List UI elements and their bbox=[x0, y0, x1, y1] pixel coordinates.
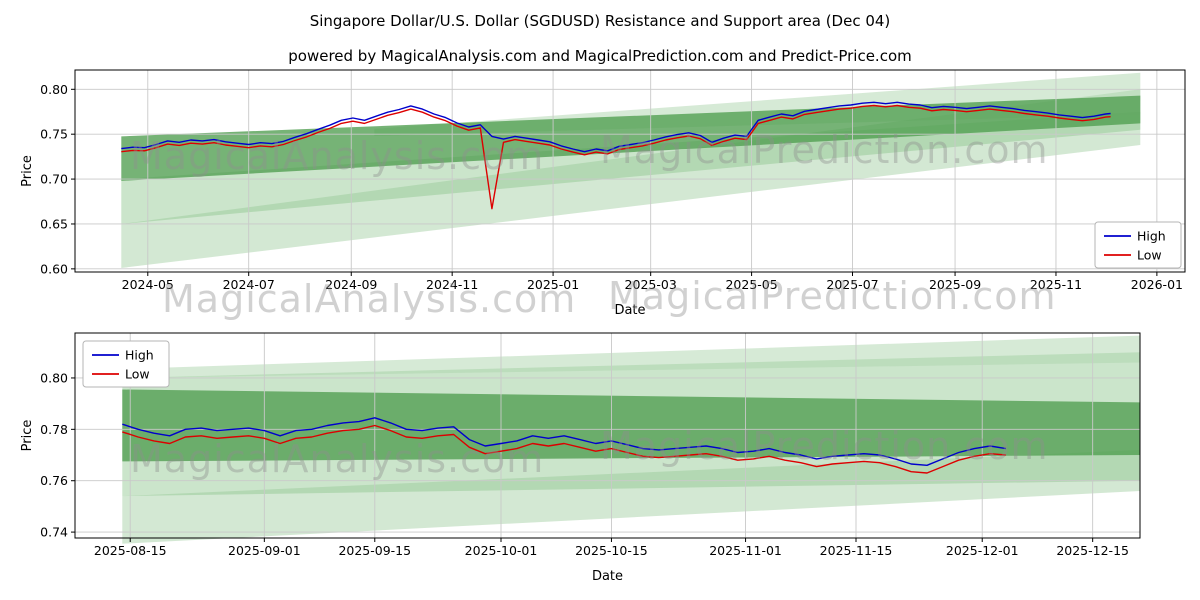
x-tick-label: 2025-12-15 bbox=[1056, 543, 1129, 558]
x-tick-label: 2025-11 bbox=[1030, 277, 1082, 292]
y-tick-label: 0.78 bbox=[40, 422, 68, 437]
legend: High Low bbox=[1094, 221, 1182, 269]
x-tick-label: 2025-09 bbox=[929, 277, 981, 292]
x-tick-label: 2025-07 bbox=[826, 277, 878, 292]
support-resistance-band bbox=[121, 95, 1141, 181]
x-tick-label: 2025-08-15 bbox=[94, 543, 167, 558]
x-tick-label: 2025-03 bbox=[625, 277, 677, 292]
y-axis-label: Price bbox=[20, 420, 35, 452]
y-tick-label: 0.65 bbox=[40, 216, 68, 231]
x-tick-label: 2024-05 bbox=[122, 277, 174, 292]
chart-top: 2024-05 2024-07 2024-09 2024-11 2025-01 2025-… bbox=[20, 69, 1186, 318]
x-tick-label: 2025-12-01 bbox=[946, 543, 1019, 558]
x-tick-label: 2025-05 bbox=[725, 277, 777, 292]
x-tick-label: 2025-10-01 bbox=[465, 543, 538, 558]
legend-label: Low bbox=[1137, 248, 1162, 263]
legend-label: High bbox=[1137, 229, 1166, 244]
legend: High Low bbox=[82, 340, 170, 388]
low-line bbox=[121, 104, 1111, 210]
figure-title: Singapore Dollar/U.S. Dollar (SGDUSD) Re… bbox=[309, 12, 891, 30]
chart-bottom: 2025-08-15 2025-09-01 2025-09-15 2025-10-01… bbox=[20, 332, 1141, 584]
x-tick-label: 2025-11-15 bbox=[820, 543, 893, 558]
x-axis-label: Date bbox=[614, 303, 645, 318]
x-tick-label: 2025-09-15 bbox=[338, 543, 411, 558]
legend-label: Low bbox=[125, 367, 150, 382]
y-tick-label: 0.74 bbox=[40, 525, 68, 540]
high-line bbox=[122, 417, 1007, 466]
support-resistance-band bbox=[122, 335, 1141, 378]
y-tick-label: 0.70 bbox=[40, 172, 68, 187]
y-tick-label: 0.75 bbox=[40, 127, 68, 142]
legend-label: High bbox=[125, 348, 154, 363]
y-tick-label: 0.80 bbox=[40, 82, 68, 97]
x-tick-label: 2025-11-01 bbox=[709, 543, 782, 558]
support-resistance-band bbox=[122, 449, 1141, 544]
high-line bbox=[121, 101, 1111, 153]
x-axis-label: Date bbox=[592, 569, 623, 584]
legend-box bbox=[82, 340, 170, 388]
plot-frame bbox=[74, 332, 1141, 539]
x-tick-label: 2024-11 bbox=[426, 277, 478, 292]
x-tick-label: 2026-01 bbox=[1131, 277, 1183, 292]
legend-box bbox=[1094, 221, 1182, 269]
x-tick-label: 2025-09-01 bbox=[228, 543, 301, 558]
x-tick-label: 2024-09 bbox=[325, 277, 377, 292]
figure-subtitle: powered by MagicalAnalysis.com and Magic… bbox=[288, 47, 912, 65]
support-resistance-band bbox=[122, 389, 1141, 462]
y-tick-label: 0.60 bbox=[40, 261, 68, 276]
x-tick-label: 2025-10-15 bbox=[575, 543, 648, 558]
y-tick-label: 0.80 bbox=[40, 370, 68, 385]
x-tick-label: 2025-01 bbox=[527, 277, 579, 292]
y-tick-label: 0.76 bbox=[40, 473, 68, 488]
support-resistance-band bbox=[121, 111, 1141, 224]
low-line bbox=[122, 424, 1006, 474]
y-axis-label: Price bbox=[20, 155, 35, 187]
x-tick-label: 2024-07 bbox=[223, 277, 275, 292]
plot-frame bbox=[74, 69, 1186, 273]
